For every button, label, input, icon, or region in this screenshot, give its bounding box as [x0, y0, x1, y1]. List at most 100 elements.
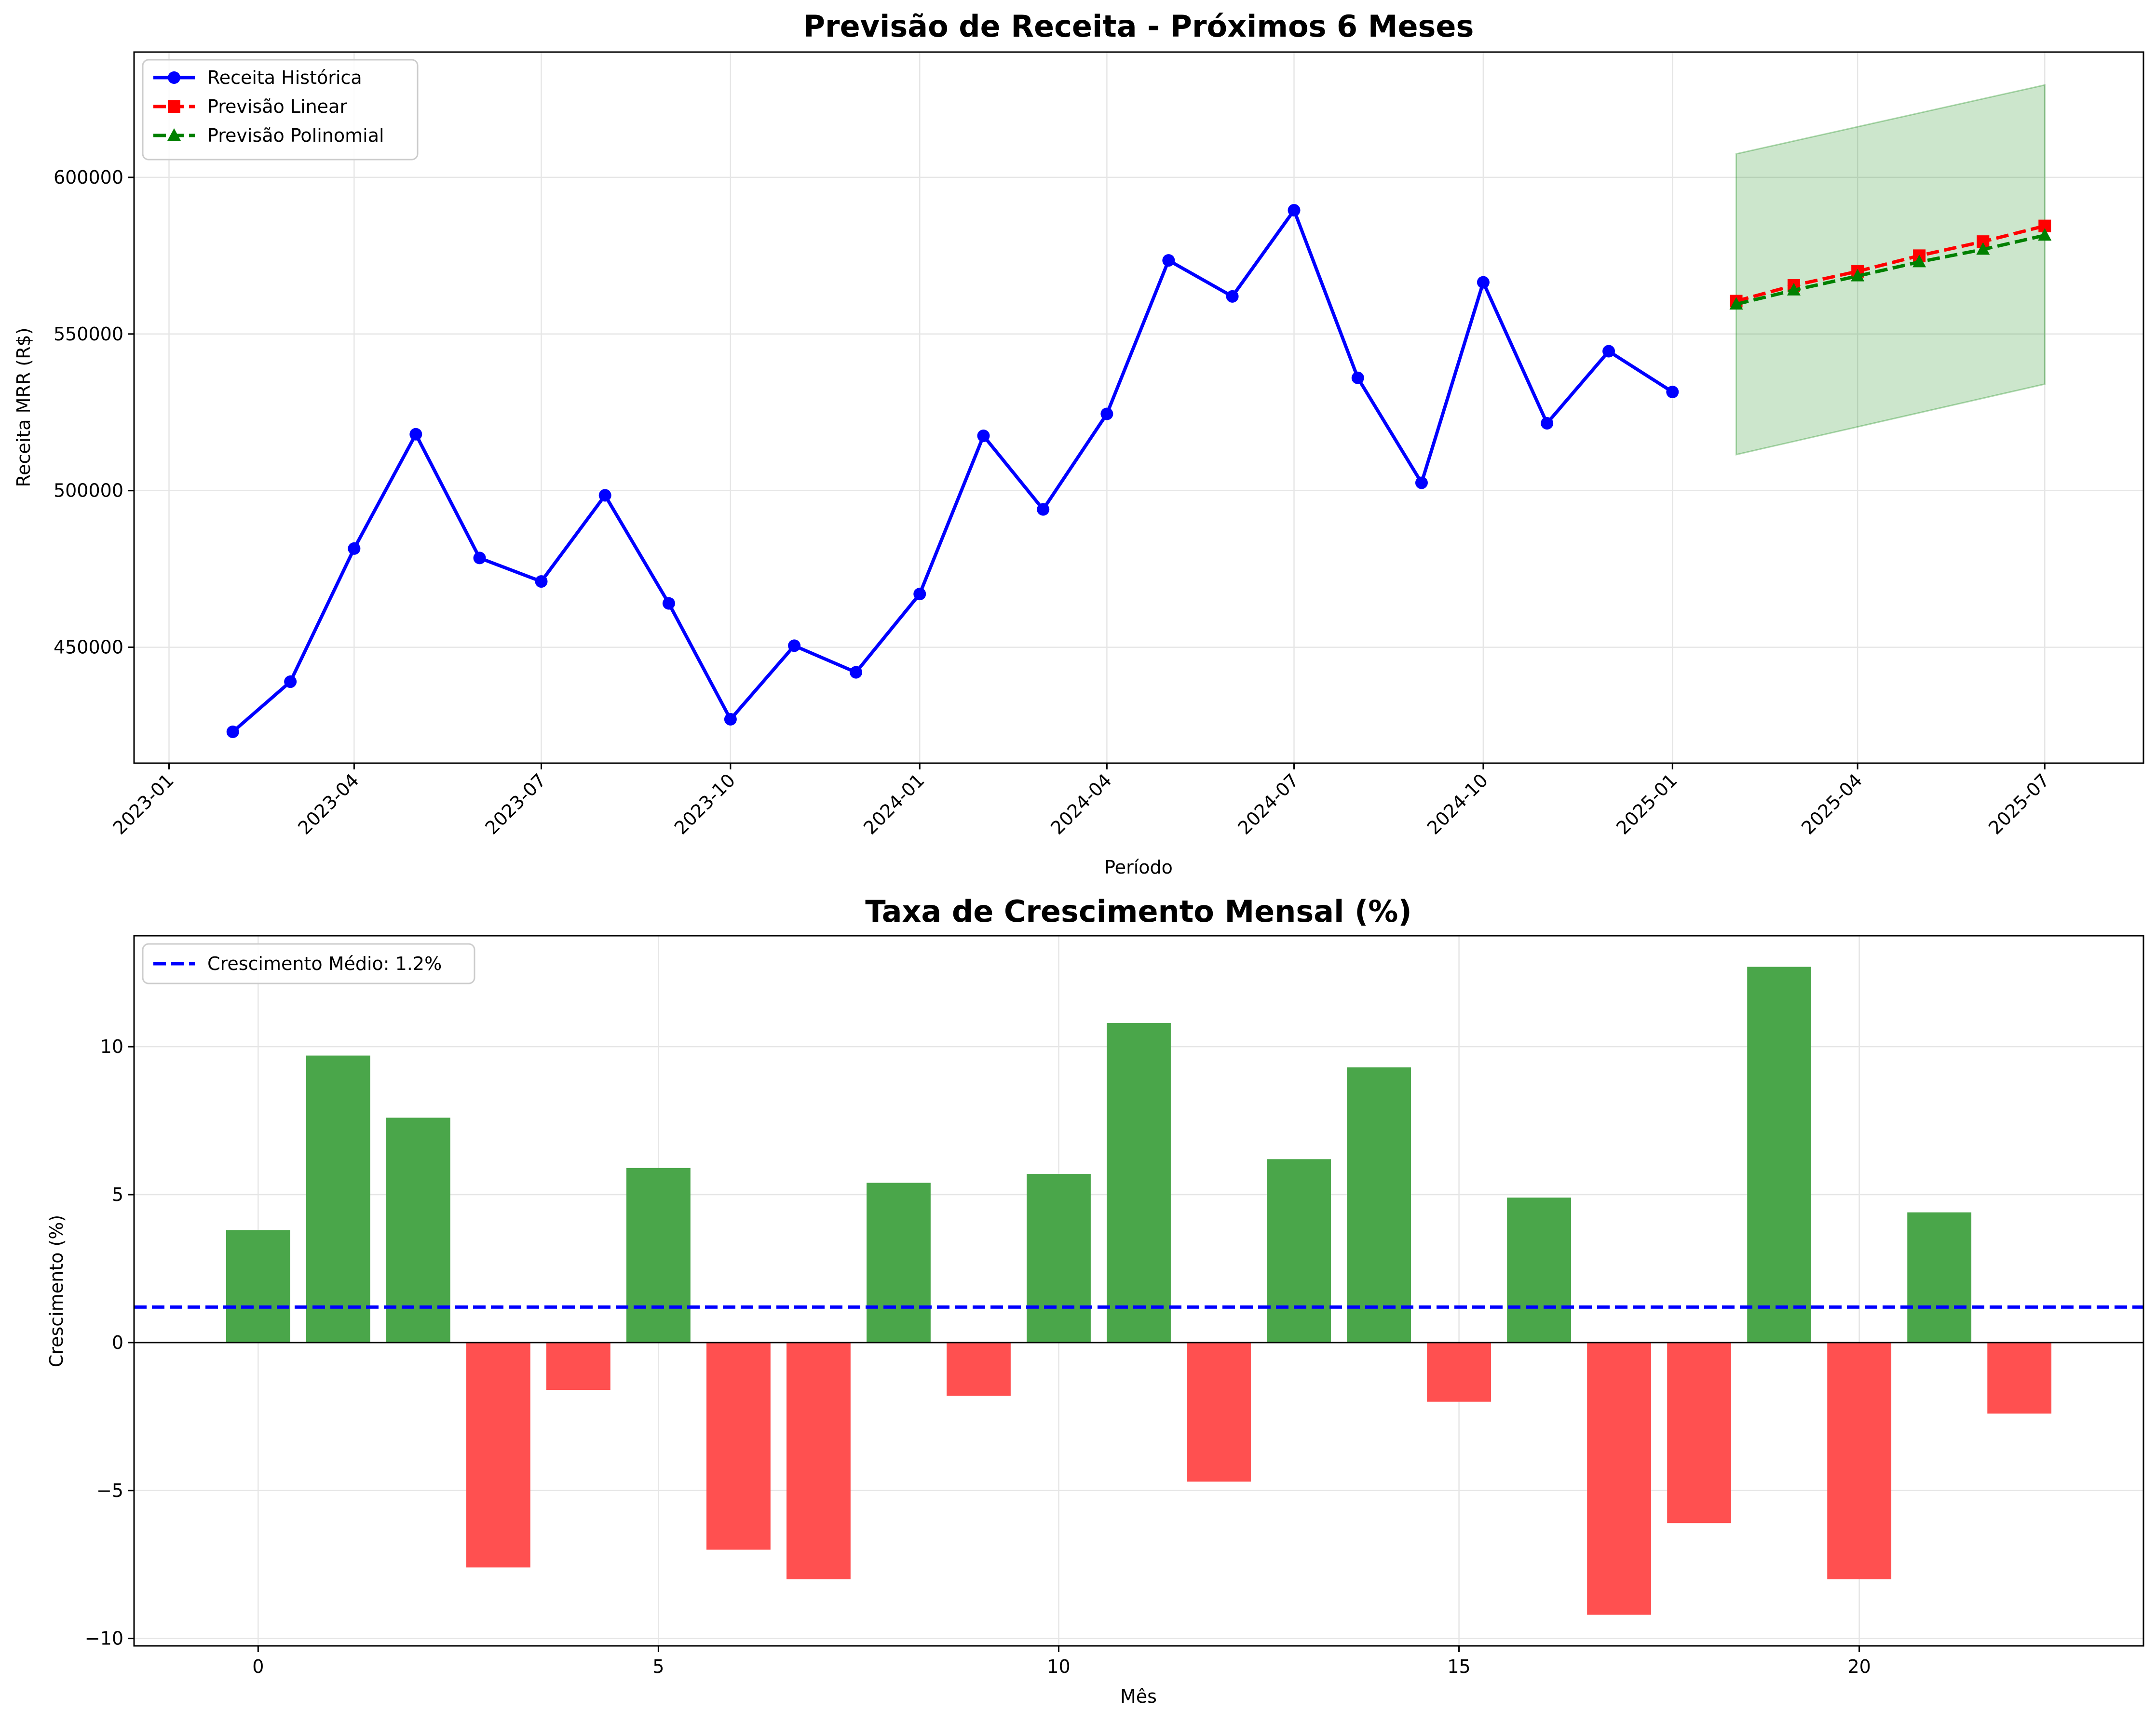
y-axis-ticks: −10 −5 0 5 10	[85, 1036, 134, 1649]
y-axis-ticks: 450000 500000 550000 600000	[54, 167, 134, 658]
plot-frame	[133, 935, 2144, 1647]
bar	[1267, 1159, 1331, 1343]
y-tick-label: 10	[100, 1036, 123, 1057]
x-tick-label: 2024-04	[1046, 769, 1115, 838]
legend-circle-marker-icon	[168, 71, 180, 84]
data-point	[226, 726, 239, 739]
bar	[1507, 1198, 1571, 1343]
series-layer	[226, 204, 2052, 739]
x-tick-label: 2023-04	[294, 769, 363, 838]
x-tick-label: 2025-07	[1984, 769, 2053, 838]
data-point	[1162, 254, 1175, 267]
data-point	[788, 639, 801, 652]
legend-label: Receita Histórica	[207, 67, 362, 88]
legend-label: Previsão Linear	[207, 96, 347, 117]
data-point	[1226, 290, 1239, 303]
legend-box	[142, 943, 475, 984]
x-tick-label: 15	[1447, 1656, 1470, 1677]
reference-lines	[134, 1305, 2143, 1344]
y-tick-label: 5	[112, 1184, 123, 1205]
bar	[1187, 1342, 1251, 1482]
x-tick-label: 2025-01	[1612, 769, 1681, 838]
y-tick-label: 450000	[54, 637, 123, 658]
x-tick-label: 10	[1047, 1656, 1070, 1677]
data-point	[1787, 283, 1801, 296]
legend-label: Crescimento Médio: 1.2%	[207, 953, 442, 974]
bar	[1427, 1342, 1491, 1402]
chart-title: Taxa de Crescimento Mensal (%)	[865, 894, 1411, 929]
legend-triangle-marker-icon	[167, 128, 181, 141]
bar	[786, 1342, 851, 1579]
chart-title: Previsão de Receita - Próximos 6 Meses	[803, 9, 1474, 44]
data-point	[1602, 345, 1615, 358]
legend: Receita Histórica Previsão Linear Previs…	[142, 59, 419, 161]
confidence-band	[1736, 84, 2046, 456]
chart-revenue-forecast: Previsão de Receita - Próximos 6 Meses 4…	[13, 9, 2144, 878]
x-tick-label: 2023-10	[670, 769, 739, 838]
data-point	[284, 675, 297, 688]
data-point	[1100, 407, 1113, 420]
data-point	[1288, 204, 1301, 217]
legend-box	[142, 59, 419, 161]
y-tick-label: −5	[96, 1480, 123, 1501]
data-point	[1976, 242, 1990, 255]
bar	[947, 1342, 1011, 1396]
data-point	[1477, 276, 1490, 289]
legend-label: Previsão Polinomial	[207, 125, 384, 146]
bar	[1907, 1212, 1972, 1343]
data-point	[1729, 297, 1743, 310]
chart-monthly-growth: Taxa de Crescimento Mensal (%) −10 −5 0 5 10…	[46, 894, 2144, 1707]
bar	[386, 1117, 450, 1343]
legend: Crescimento Médio: 1.2%	[142, 943, 475, 984]
x-axis-label: Período	[1104, 857, 1173, 878]
y-tick-label: 600000	[54, 167, 123, 188]
x-tick-label: 2023-07	[481, 769, 550, 838]
data-point	[1851, 269, 1865, 282]
data-point	[1415, 476, 1428, 489]
x-tick-label: 2024-10	[1423, 769, 1492, 838]
data-point	[1666, 386, 1679, 399]
bar	[1347, 1067, 1411, 1343]
bar	[706, 1342, 771, 1550]
data-point	[977, 429, 990, 442]
bar	[1107, 1023, 1171, 1343]
series-line-0	[231, 208, 1674, 733]
legend-item-linear: Previsão Linear	[153, 96, 347, 117]
data-point	[598, 489, 611, 502]
bar	[226, 1230, 290, 1343]
x-axis-ticks: 2023-01 2023-04 2023-07 2023-10 2024-01 2024-…	[108, 763, 2054, 839]
x-tick-label: 2024-07	[1234, 769, 1302, 838]
bar	[867, 1183, 931, 1343]
bar	[1987, 1342, 2052, 1414]
x-axis-label: Mês	[1120, 1686, 1157, 1707]
legend-item-polynomial: Previsão Polinomial	[153, 125, 384, 146]
data-point	[913, 588, 926, 601]
y-tick-label: 500000	[54, 480, 123, 501]
confidence-band-area	[1736, 84, 2046, 456]
legend-square-marker-icon	[168, 100, 180, 113]
x-tick-label: 2023-01	[108, 769, 177, 838]
data-point	[409, 428, 422, 441]
y-tick-label: 550000	[54, 323, 123, 345]
bar	[1827, 1342, 1892, 1579]
data-point	[1037, 503, 1050, 516]
x-tick-label: 0	[252, 1656, 264, 1677]
bars-layer	[226, 967, 2052, 1615]
y-axis-label: Receita MRR (R$)	[13, 327, 34, 487]
bar	[626, 1168, 691, 1343]
bar	[306, 1055, 370, 1343]
data-point	[1351, 371, 1364, 384]
data-point	[1912, 255, 1926, 268]
data-point	[535, 575, 548, 588]
data-point	[473, 552, 486, 565]
bar	[1747, 967, 1812, 1343]
y-tick-label: −10	[85, 1628, 123, 1649]
data-point	[724, 713, 737, 726]
data-point	[850, 666, 863, 679]
data-point	[348, 542, 361, 555]
data-point	[2038, 228, 2052, 241]
bar	[1667, 1342, 1732, 1523]
x-tick-label: 2024-01	[859, 769, 928, 838]
grid	[134, 52, 2143, 763]
